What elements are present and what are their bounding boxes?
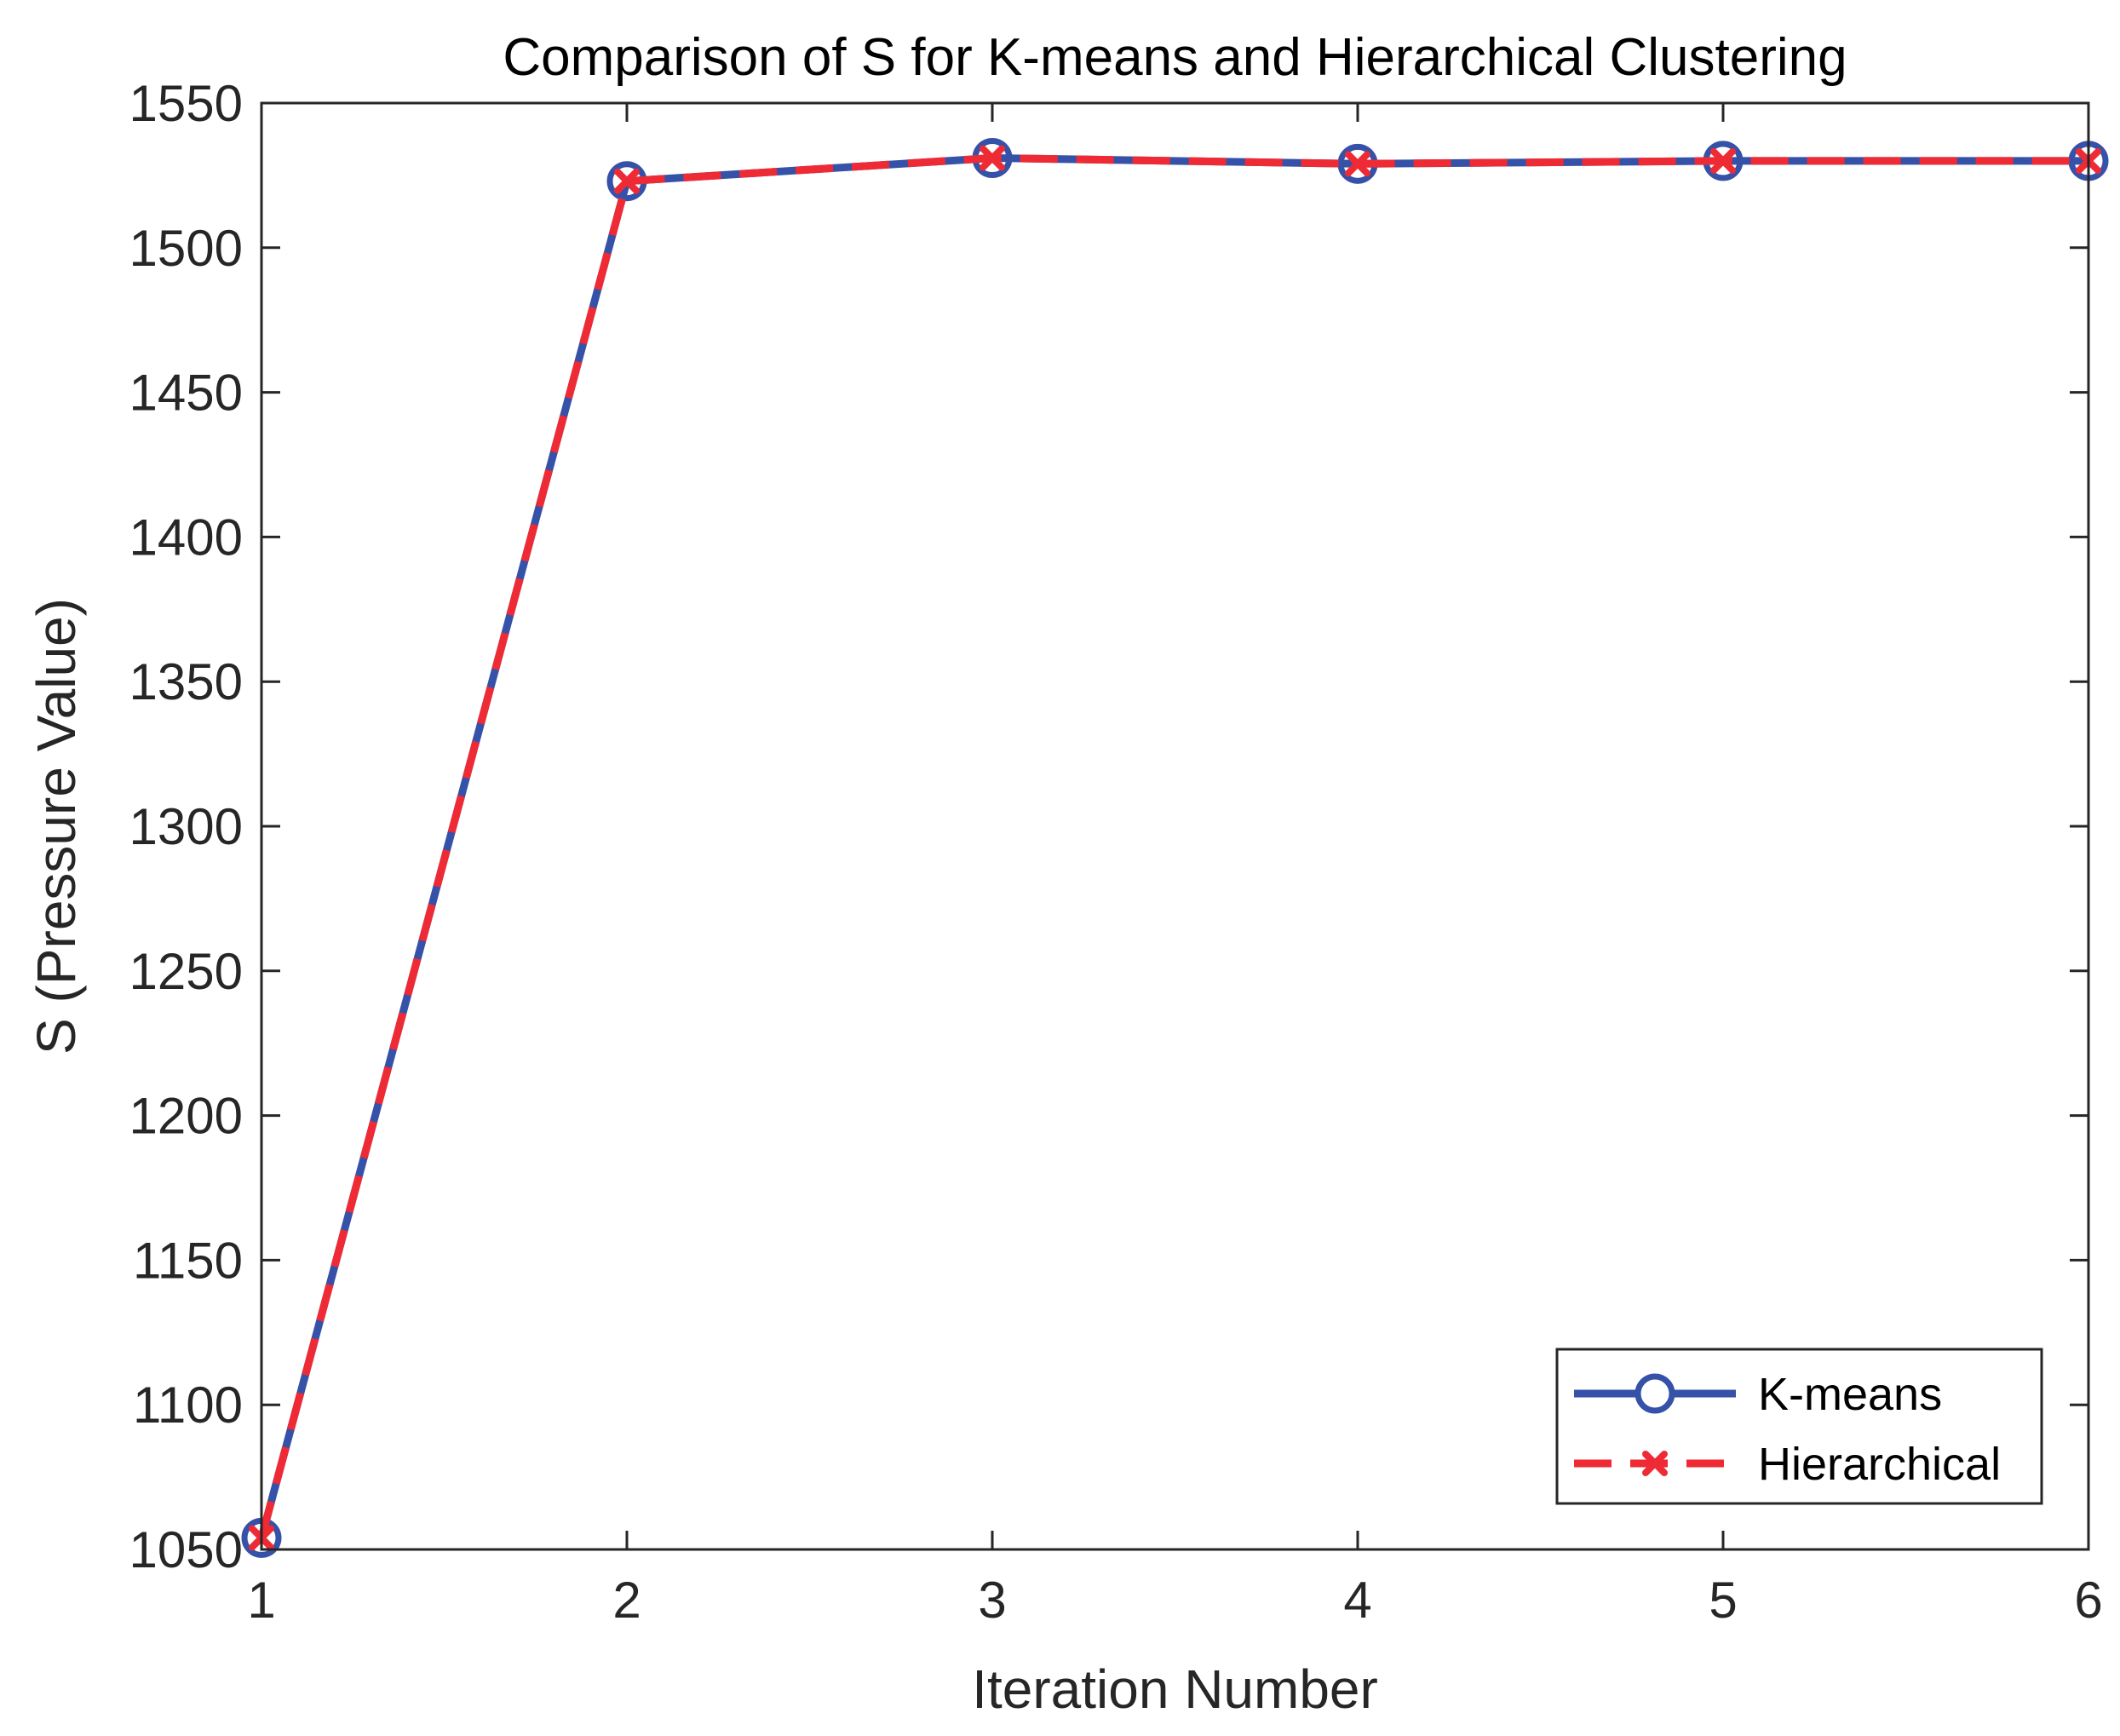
legend-marker-x [1642, 1451, 1668, 1476]
chart-title: Comparison of S for K-means and Hierarch… [503, 28, 1847, 87]
y-tick-label: 1400 [129, 509, 243, 566]
x-tick-label: 2 [612, 1572, 641, 1629]
x-tick-label: 3 [978, 1572, 1006, 1629]
data-point-x [1710, 147, 1736, 174]
legend-box [1555, 1348, 2043, 1505]
y-axis-title: S (Pressure Value) [26, 598, 87, 1055]
y-tick-label: 1450 [129, 365, 243, 422]
y-tick-label: 1350 [129, 653, 243, 710]
data-point-x-stroke [980, 145, 1005, 171]
x-tick-label: 4 [1343, 1572, 1371, 1629]
legend-label: K-means [1758, 1369, 1942, 1420]
data-point-x-stroke [614, 168, 640, 194]
y-tick-label: 1200 [129, 1088, 243, 1145]
y-tick-label: 1250 [129, 943, 243, 1000]
x-tick-label: 5 [1709, 1572, 1737, 1629]
y-tick-label: 1050 [129, 1521, 243, 1578]
data-point-x-stroke [1710, 147, 1736, 174]
legend-label: Hierarchical [1758, 1439, 2001, 1490]
series-line-hierarchical [257, 154, 2088, 1539]
x-axis-title: Iteration Number [972, 1658, 1378, 1720]
y-tick-label: 1300 [129, 798, 243, 855]
x-tick-label: 1 [247, 1572, 275, 1629]
y-tick-label: 1500 [129, 220, 243, 277]
legend: K-means Hierarchical [1555, 1348, 2043, 1505]
y-tick-label: 1550 [129, 75, 243, 132]
y-tick-label: 1100 [133, 1377, 243, 1434]
data-point-x-stroke [1345, 151, 1370, 177]
legend-marker-circle [1635, 1373, 1675, 1414]
legend-entry: K-means [1574, 1369, 1942, 1420]
data-point-x [980, 145, 1005, 171]
y-tick-label: 1150 [133, 1232, 243, 1289]
axes: 1050 1100 1150 1200 1250 1300 1350 1400 1450 1500… [129, 75, 2103, 1629]
data-point-x [1345, 151, 1370, 177]
x-tick-label: 6 [2074, 1572, 2102, 1629]
data-point-x [614, 168, 640, 194]
legend-entry: Hierarchical [1574, 1439, 2001, 1490]
